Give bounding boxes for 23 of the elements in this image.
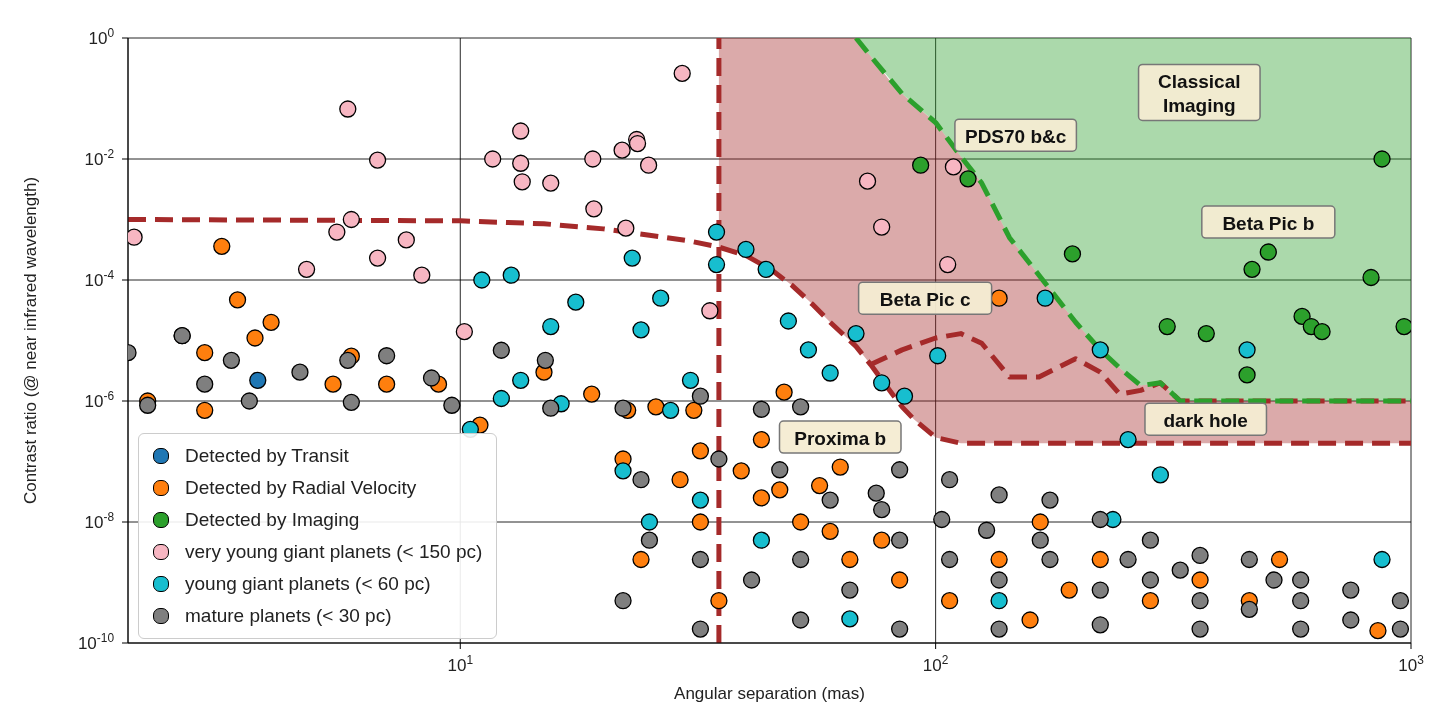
x-tick-label: 10$^{3}$ xyxy=(1398,653,1425,675)
x-tick-label: 10$^{1}$ xyxy=(447,653,474,675)
annotation: dark hole xyxy=(1163,410,1248,432)
x-tick-label: 10$^{2}$ xyxy=(922,653,949,675)
legend-label: Detected by Radial Velocity xyxy=(185,477,417,499)
annotation: Proxima b xyxy=(794,428,887,450)
y-tick-label: 10$^{-2}$ xyxy=(84,147,115,169)
annotation: PDS70 b&c xyxy=(964,126,1067,148)
legend-label: very young giant planets (< 150 pc) xyxy=(185,541,483,563)
y-tick-label: 10$^{-10}$ xyxy=(77,631,115,653)
y-axis-title: Contrast ratio (@ near infrared wavelength) xyxy=(21,176,41,505)
annotation: Beta Pic b xyxy=(1222,213,1315,235)
y-tick-label: 10$^{-6}$ xyxy=(84,389,115,411)
x-axis-title: Angular separation (mas) xyxy=(674,684,865,703)
legend-label: mature planets (< 30 pc) xyxy=(185,605,392,627)
y-tick-label: 10$^{0}$ xyxy=(88,26,115,48)
annotation: Classical Imaging xyxy=(1158,71,1241,117)
legend-label: young giant planets (< 60 pc) xyxy=(185,573,431,595)
y-tick-label: 10$^{-4}$ xyxy=(84,268,115,290)
annotation: Beta Pic c xyxy=(879,289,971,311)
legend-label: Detected by Imaging xyxy=(185,509,360,531)
legend-label: Detected by Transit xyxy=(185,445,349,467)
y-tick-label: 10$^{-8}$ xyxy=(84,510,115,532)
